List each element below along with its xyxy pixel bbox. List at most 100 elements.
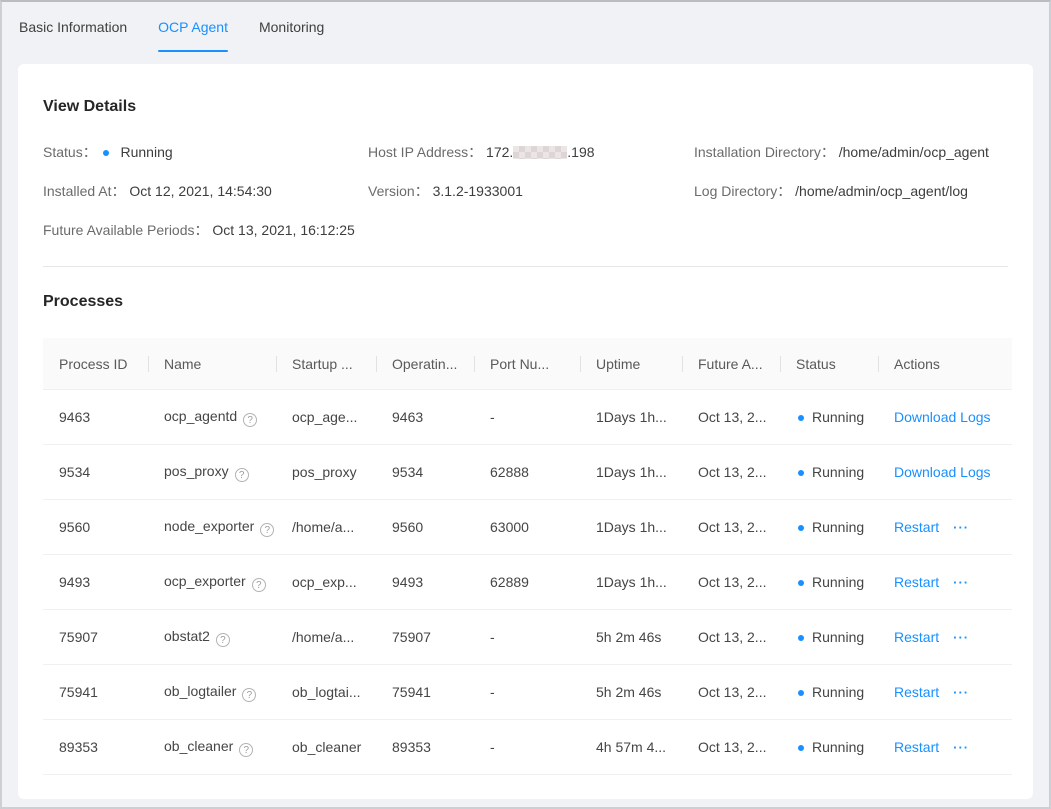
more-actions-icon[interactable] (953, 740, 969, 755)
cell-uptime: 1Days 1h... (580, 574, 682, 590)
cell-name: ob_logtailer (148, 683, 276, 702)
table-row: 9560 node_exporter /home/a... 9560 63000… (43, 500, 1012, 555)
help-icon[interactable] (260, 523, 274, 537)
processes-table: Process ID Name Startup ... Operatin... … (43, 338, 1012, 775)
cell-process-id: 75941 (43, 684, 148, 700)
tab-basic-information[interactable]: Basic Information (19, 2, 127, 52)
action-link[interactable]: Restart (894, 519, 939, 535)
status-dot-icon (798, 525, 804, 531)
field-host-ip: Host IP Address： 172..198 (368, 142, 694, 162)
cell-future: Oct 13, 2... (682, 464, 780, 480)
help-icon[interactable] (235, 468, 249, 482)
process-name: ocp_exporter (164, 573, 246, 589)
action-link[interactable]: Restart (894, 629, 939, 645)
field-version: Version： 3.1.2-1933001 (368, 181, 694, 201)
cell-port: 62888 (474, 464, 580, 480)
cell-operating-id: 9560 (376, 519, 474, 535)
more-actions-icon[interactable] (953, 575, 969, 590)
cell-operating-id: 9493 (376, 574, 474, 590)
col-name: Name (148, 356, 276, 372)
redacted-ip-block (513, 146, 567, 159)
cell-process-id: 9463 (43, 409, 148, 425)
process-name: ob_logtailer (164, 683, 236, 699)
future-available-periods-value: Oct 13, 2021, 16:12:25 (212, 222, 354, 238)
cell-startup: pos_proxy (276, 464, 376, 480)
cell-uptime: 5h 2m 46s (580, 629, 682, 645)
cell-future: Oct 13, 2... (682, 629, 780, 645)
cell-uptime: 1Days 1h... (580, 519, 682, 535)
cell-operating-id: 9463 (376, 409, 474, 425)
cell-status: Running (780, 574, 878, 590)
status-text: Running (812, 629, 864, 645)
help-icon[interactable] (216, 633, 230, 647)
cell-startup: ocp_exp... (276, 574, 376, 590)
action-link[interactable]: Restart (894, 739, 939, 755)
table-row: 89353 ob_cleaner ob_cleaner 89353 - 4h 5… (43, 720, 1012, 775)
host-ip-label: Host IP Address： (368, 144, 482, 160)
cell-startup: /home/a... (276, 519, 376, 535)
processes-title: Processes (43, 292, 1008, 311)
host-ip-suffix: .198 (567, 144, 594, 160)
process-name: obstat2 (164, 628, 210, 644)
ocp-agent-panel: View Details Status： Running Host IP Add… (18, 64, 1033, 799)
action-link[interactable]: Download Logs (894, 464, 991, 480)
status-dot-icon (798, 415, 804, 421)
more-actions-icon[interactable] (953, 685, 969, 700)
cell-name: node_exporter (148, 518, 276, 537)
cell-status: Running (780, 739, 878, 755)
cell-actions: Download Logs (878, 409, 1012, 425)
action-link[interactable]: Restart (894, 684, 939, 700)
cell-operating-id: 89353 (376, 739, 474, 755)
help-icon[interactable] (243, 413, 257, 427)
action-link[interactable]: Download Logs (894, 409, 991, 425)
cell-process-id: 9493 (43, 574, 148, 590)
help-icon[interactable] (252, 578, 266, 592)
cell-name: ob_cleaner (148, 738, 276, 757)
cell-actions: Restart (878, 629, 1012, 645)
status-text: Running (812, 684, 864, 700)
cell-future: Oct 13, 2... (682, 519, 780, 535)
table-row: 9534 pos_proxy pos_proxy 9534 62888 1Day… (43, 445, 1012, 500)
more-actions-icon[interactable] (953, 630, 969, 645)
log-directory-label: Log Directory： (694, 183, 791, 199)
status-text: Running (812, 519, 864, 535)
status-dot-icon (103, 150, 109, 156)
help-icon[interactable] (239, 743, 253, 757)
status-label: Status： (43, 144, 97, 160)
cell-operating-id: 75941 (376, 684, 474, 700)
help-icon[interactable] (242, 688, 256, 702)
more-actions-icon[interactable] (953, 520, 969, 535)
field-future-available-periods: Future Available Periods： Oct 13, 2021, … (43, 220, 368, 240)
cell-name: ocp_agentd (148, 408, 276, 427)
cell-startup: ob_logtai... (276, 684, 376, 700)
cell-uptime: 4h 57m 4... (580, 739, 682, 755)
installation-directory-value: /home/admin/ocp_agent (839, 144, 989, 160)
cell-port: - (474, 629, 580, 645)
cell-port: - (474, 684, 580, 700)
tab-ocp-agent[interactable]: OCP Agent (158, 2, 228, 52)
table-row: 9493 ocp_exporter ocp_exp... 9493 62889 … (43, 555, 1012, 610)
future-available-periods-label: Future Available Periods： (43, 222, 209, 238)
status-dot-icon (798, 635, 804, 641)
process-name: node_exporter (164, 518, 254, 534)
cell-name: pos_proxy (148, 463, 276, 482)
tab-monitoring[interactable]: Monitoring (259, 2, 324, 52)
installation-directory-label: Installation Directory： (694, 144, 835, 160)
cell-status: Running (780, 464, 878, 480)
cell-startup: ob_cleaner (276, 739, 376, 755)
field-log-directory: Log Directory： /home/admin/ocp_agent/log (694, 181, 1008, 201)
cell-process-id: 9560 (43, 519, 148, 535)
view-details-grid: Status： Running Host IP Address： 172..19… (43, 142, 1008, 240)
process-name: ob_cleaner (164, 738, 233, 754)
status-text: Running (812, 739, 864, 755)
installed-at-label: Installed At： (43, 183, 126, 199)
cell-port: 63000 (474, 519, 580, 535)
cell-future: Oct 13, 2... (682, 409, 780, 425)
action-link[interactable]: Restart (894, 574, 939, 590)
status-dot-icon (798, 470, 804, 476)
table-header: Process ID Name Startup ... Operatin... … (43, 338, 1012, 390)
col-process-id: Process ID (43, 356, 148, 372)
cell-operating-id: 75907 (376, 629, 474, 645)
cell-process-id: 89353 (43, 739, 148, 755)
status-text: Running (812, 409, 864, 425)
